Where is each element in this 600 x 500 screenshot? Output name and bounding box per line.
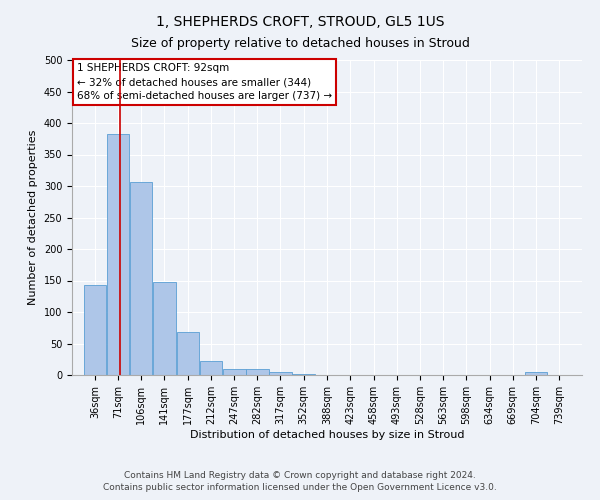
Text: Contains HM Land Registry data © Crown copyright and database right 2024.
Contai: Contains HM Land Registry data © Crown c… [103,471,497,492]
Bar [153,282,176,375]
Bar [246,368,269,375]
Bar [177,332,199,375]
Bar [524,372,547,375]
X-axis label: Distribution of detached houses by size in Stroud: Distribution of detached houses by size … [190,430,464,440]
Bar [107,134,130,375]
Text: 1 SHEPHERDS CROFT: 92sqm
← 32% of detached houses are smaller (344)
68% of semi-: 1 SHEPHERDS CROFT: 92sqm ← 32% of detach… [77,63,332,101]
Bar [269,372,292,375]
Bar [200,361,223,375]
Text: Size of property relative to detached houses in Stroud: Size of property relative to detached ho… [131,38,469,51]
Bar [84,285,106,375]
Text: 1, SHEPHERDS CROFT, STROUD, GL5 1US: 1, SHEPHERDS CROFT, STROUD, GL5 1US [156,15,444,29]
Bar [223,368,245,375]
Bar [130,182,152,375]
Bar [292,374,315,375]
Y-axis label: Number of detached properties: Number of detached properties [28,130,38,305]
